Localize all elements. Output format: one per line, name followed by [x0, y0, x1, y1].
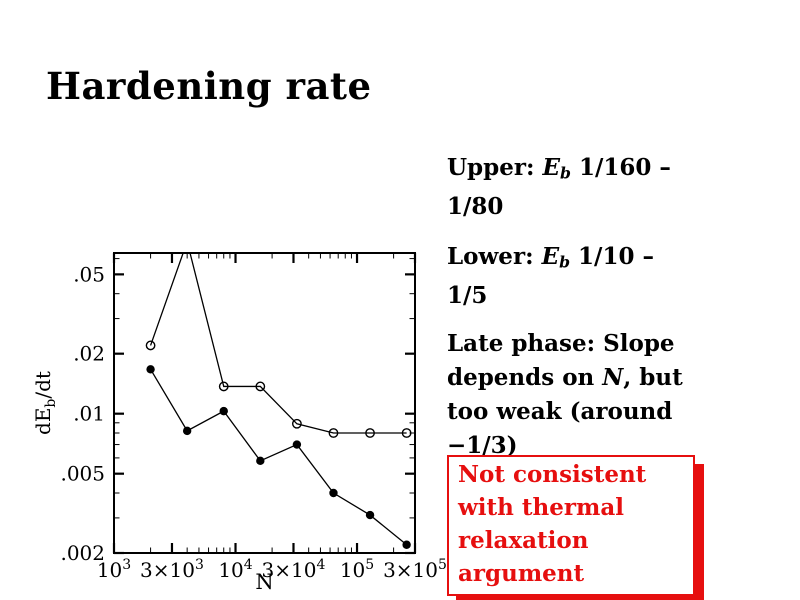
text-line: argument	[458, 560, 585, 587]
data-point	[183, 237, 191, 245]
text-line: 1/5	[447, 282, 488, 310]
svg-text:.05: .05	[73, 262, 105, 286]
callout-box: Not consistent with thermal relaxation argu…	[447, 455, 695, 596]
svg-text:3×105: 3×105	[383, 557, 447, 582]
data-point	[256, 456, 265, 466]
data-point	[329, 488, 338, 498]
svg-text:.002: .002	[60, 541, 105, 565]
text-line: Late phase: Slope	[447, 330, 675, 357]
svg-text:.005: .005	[60, 462, 105, 486]
axis-ticks	[112, 253, 417, 555]
note-upper: Upper: Eb 1/160 – 1/80	[447, 151, 792, 224]
text-line: Lower: Eb 1/10 –	[447, 243, 654, 272]
note-lower: Lower: Eb 1/10 – 1/5	[447, 240, 792, 313]
axis-tick-labels: 103 3×103 104 3×104 105 3×105.05.02.01.005.00…	[60, 262, 446, 582]
svg-text:3×103: 3×103	[140, 557, 204, 582]
y-axis-label: dEb/dt	[31, 371, 59, 435]
svg-text:.01: .01	[73, 402, 105, 426]
data-point	[365, 428, 375, 438]
text-line: Not consistent	[458, 461, 647, 488]
data-point	[145, 340, 156, 351]
text-line: depends on N, but	[447, 364, 683, 391]
svg-text:3×104: 3×104	[262, 557, 326, 582]
data-point	[146, 365, 155, 374]
svg-text:.02: .02	[73, 342, 105, 366]
data-point	[401, 428, 412, 438]
note-late: Late phase: Slope depends on N, but too we…	[447, 327, 792, 463]
plot-frame	[113, 252, 416, 554]
text-line: 1/80	[447, 193, 504, 221]
text-line: relaxation	[458, 527, 589, 554]
text-line: −1/3)	[447, 432, 518, 459]
text-line: Upper: Eb 1/160 –	[447, 154, 671, 183]
data-point	[291, 418, 302, 429]
data-point	[219, 406, 228, 416]
data-point	[402, 540, 411, 549]
svg-text:105: 105	[340, 557, 374, 582]
hardening-rate-plot: 103 3×103 104 3×104 105 3×105.05.02.01.005.00…	[31, 237, 447, 594]
series-upper	[145, 237, 412, 438]
x-axis-label: N	[255, 570, 273, 594]
data-point	[328, 428, 339, 438]
text-line: with thermal	[458, 494, 624, 521]
slide-title: Hardening rate	[46, 64, 372, 108]
text-line: too weak (around	[447, 398, 673, 425]
data-point	[365, 510, 375, 520]
data-point	[218, 381, 229, 392]
data-point	[182, 426, 192, 436]
svg-text:104: 104	[218, 557, 252, 582]
data-point	[255, 381, 266, 392]
series-lower	[146, 365, 411, 549]
data-point	[292, 440, 302, 449]
